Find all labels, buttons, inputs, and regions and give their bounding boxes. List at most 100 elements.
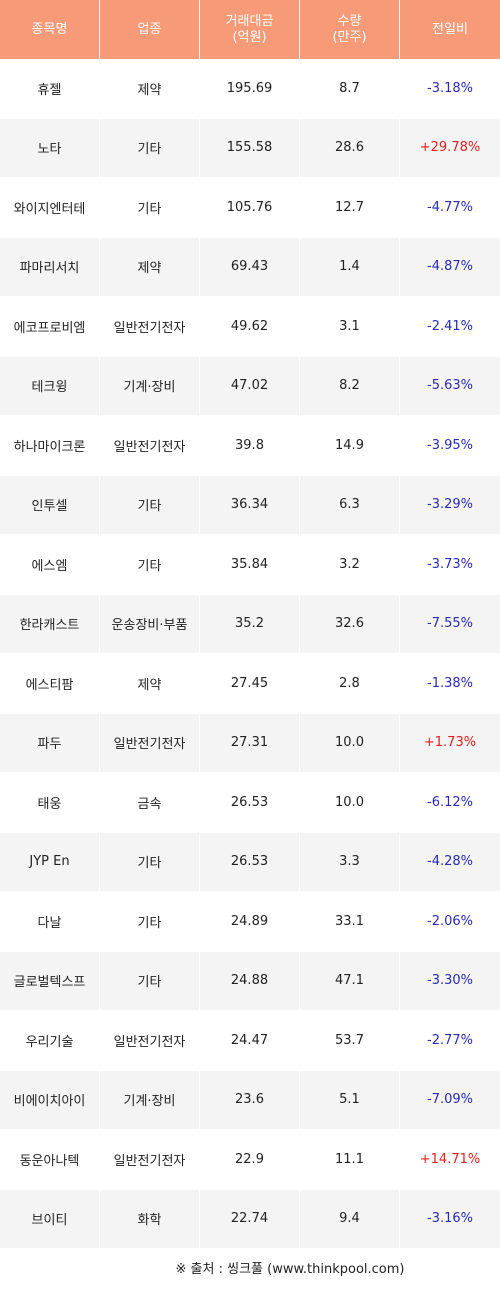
change-cell: -6.12% xyxy=(400,773,500,833)
sector-cell: 일반전기전자 xyxy=(100,1130,200,1190)
volume-cell: 53.7 xyxy=(300,1011,400,1071)
table-row: 비에이치아이 기계·장비 23.6 5.1 -7.09% xyxy=(0,1070,500,1130)
trade-amount-cell: 27.31 xyxy=(200,713,300,773)
table-row: 파두 일반전기전자 27.31 10.0 +1.73% xyxy=(0,713,500,773)
stock-name-cell: 에스엠 xyxy=(0,535,100,595)
table-row: 태웅 금속 26.53 10.0 -6.12% xyxy=(0,773,500,833)
trade-amount-cell: 49.62 xyxy=(200,297,300,357)
stock-name-cell: 테크윙 xyxy=(0,356,100,416)
trade-amount-cell: 155.58 xyxy=(200,118,300,178)
volume-cell: 12.7 xyxy=(300,178,400,238)
table-row: 글로벌텍스프 기타 24.88 47.1 -3.30% xyxy=(0,951,500,1011)
source-text: ※ 출처 : 씽크풀 (www.thinkpool.com) xyxy=(175,1262,405,1277)
trade-amount-cell: 47.02 xyxy=(200,356,300,416)
change-cell: -3.30% xyxy=(400,951,500,1011)
trade-amount-cell: 27.45 xyxy=(200,654,300,714)
sector-cell: 금속 xyxy=(100,773,200,833)
volume-cell: 14.9 xyxy=(300,416,400,476)
volume-cell: 3.3 xyxy=(300,832,400,892)
volume-cell: 8.7 xyxy=(300,59,400,119)
stock-name-cell: 글로벌텍스프 xyxy=(0,951,100,1011)
table-row: 와이지엔터테 기타 105.76 12.7 -4.77% xyxy=(0,178,500,238)
trade-amount-cell: 24.89 xyxy=(200,892,300,952)
table-row: 에코프로비엠 일반전기전자 49.62 3.1 -2.41% xyxy=(0,297,500,357)
volume-cell: 2.8 xyxy=(300,654,400,714)
trade-amount-cell: 26.53 xyxy=(200,773,300,833)
change-cell: -3.73% xyxy=(400,535,500,595)
table-row: 테크윙 기계·장비 47.02 8.2 -5.63% xyxy=(0,356,500,416)
change-cell: -2.77% xyxy=(400,1011,500,1071)
trade-amount-cell: 26.53 xyxy=(200,832,300,892)
sector-cell: 제약 xyxy=(100,237,200,297)
sector-cell: 일반전기전자 xyxy=(100,713,200,773)
change-cell: -3.29% xyxy=(400,475,500,535)
volume-cell: 8.2 xyxy=(300,356,400,416)
table-row: 동운아나텍 일반전기전자 22.9 11.1 +14.71% xyxy=(0,1130,500,1190)
stock-name-cell: 비에이치아이 xyxy=(0,1070,100,1130)
trade-amount-cell: 23.6 xyxy=(200,1070,300,1130)
table-row: 파마리서치 제약 69.43 1.4 -4.87% xyxy=(0,237,500,297)
volume-cell: 5.1 xyxy=(300,1070,400,1130)
change-cell: -4.87% xyxy=(400,237,500,297)
change-cell: -3.95% xyxy=(400,416,500,476)
trade-amount-cell: 22.9 xyxy=(200,1130,300,1190)
trade-amount-cell: 69.43 xyxy=(200,237,300,297)
trade-amount-cell: 24.47 xyxy=(200,1011,300,1071)
trade-amount-cell: 22.74 xyxy=(200,1189,300,1249)
stock-name-cell: 태웅 xyxy=(0,773,100,833)
volume-cell: 11.1 xyxy=(300,1130,400,1190)
change-cell: +14.71% xyxy=(400,1130,500,1190)
stock-name-cell: 에스티팜 xyxy=(0,654,100,714)
table-row: 우리기술 일반전기전자 24.47 53.7 -2.77% xyxy=(0,1011,500,1071)
sector-cell: 일반전기전자 xyxy=(100,297,200,357)
stock-name-cell: 파두 xyxy=(0,713,100,773)
trade-amount-cell: 24.88 xyxy=(200,951,300,1011)
stock-name-cell: 우리기술 xyxy=(0,1011,100,1071)
change-cell: -7.09% xyxy=(400,1070,500,1130)
header-volume: 수량 (만주) xyxy=(300,0,400,59)
table-row: 다날 기타 24.89 33.1 -2.06% xyxy=(0,892,500,952)
stock-name-cell: 휴젤 xyxy=(0,59,100,119)
trade-amount-cell: 195.69 xyxy=(200,59,300,119)
sector-cell: 운송장비·부품 xyxy=(100,594,200,654)
stock-name-cell: 와이지엔터테 xyxy=(0,178,100,238)
volume-cell: 1.4 xyxy=(300,237,400,297)
stock-name-cell: 하나마이크론 xyxy=(0,416,100,476)
change-cell: -7.55% xyxy=(400,594,500,654)
change-cell: -3.18% xyxy=(400,59,500,119)
sector-cell: 기타 xyxy=(100,178,200,238)
table-row: 하나마이크론 일반전기전자 39.8 14.9 -3.95% xyxy=(0,416,500,476)
change-cell: -3.16% xyxy=(400,1189,500,1249)
volume-cell: 6.3 xyxy=(300,475,400,535)
table-row: 브이티 화학 22.74 9.4 -3.16% xyxy=(0,1189,500,1249)
table-row: 휴젤 제약 195.69 8.7 -3.18% xyxy=(0,59,500,119)
table-row: 에스티팜 제약 27.45 2.8 -1.38% xyxy=(0,654,500,714)
table-row: 인투셀 기타 36.34 6.3 -3.29% xyxy=(0,475,500,535)
volume-cell: 47.1 xyxy=(300,951,400,1011)
trade-amount-cell: 35.2 xyxy=(200,594,300,654)
stock-table: 종목명 업종 거래대금 (억원) 수량 (만주) 전일비 휴젤 제약 195.69 8… xyxy=(0,0,500,1249)
sector-cell: 일반전기전자 xyxy=(100,416,200,476)
stock-name-cell: 한라캐스트 xyxy=(0,594,100,654)
sector-cell: 기계·장비 xyxy=(100,356,200,416)
stock-name-cell: JYP En xyxy=(0,832,100,892)
change-cell: -4.77% xyxy=(400,178,500,238)
stock-table-container: 종목명 업종 거래대금 (억원) 수량 (만주) 전일비 휴젤 제약 195.69 8… xyxy=(0,0,500,1277)
change-cell: -1.38% xyxy=(400,654,500,714)
table-row: JYP En 기타 26.53 3.3 -4.28% xyxy=(0,832,500,892)
volume-cell: 32.6 xyxy=(300,594,400,654)
sector-cell: 기계·장비 xyxy=(100,1070,200,1130)
trade-amount-cell: 105.76 xyxy=(200,178,300,238)
volume-cell: 10.0 xyxy=(300,773,400,833)
sector-cell: 기타 xyxy=(100,118,200,178)
volume-cell: 3.2 xyxy=(300,535,400,595)
sector-cell: 제약 xyxy=(100,654,200,714)
stock-name-cell: 에코프로비엠 xyxy=(0,297,100,357)
stock-name-cell: 브이티 xyxy=(0,1189,100,1249)
sector-cell: 기타 xyxy=(100,951,200,1011)
sector-cell: 기타 xyxy=(100,535,200,595)
table-header-row: 종목명 업종 거래대금 (억원) 수량 (만주) 전일비 xyxy=(0,0,500,59)
header-sector: 업종 xyxy=(100,0,200,59)
change-cell: +1.73% xyxy=(400,713,500,773)
change-cell: -2.41% xyxy=(400,297,500,357)
